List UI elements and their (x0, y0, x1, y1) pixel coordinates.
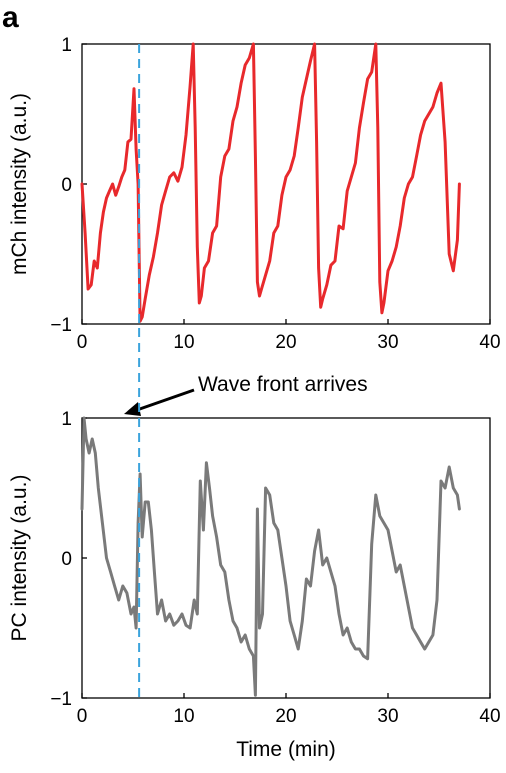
x-tick-label: 0 (77, 706, 88, 727)
plot-frame (82, 418, 490, 698)
panel-label: a (2, 1, 19, 34)
y-tick-label: 0 (61, 175, 72, 196)
annotation-text: Wave front arrives (198, 373, 368, 396)
x-tick-label: 20 (275, 706, 296, 727)
x-tick-label: 40 (479, 332, 500, 353)
x-axis-label: Time (min) (236, 738, 336, 761)
annotation-arrow-line (134, 390, 194, 411)
x-tick-label: 10 (173, 332, 194, 353)
x-tick-label: 40 (479, 706, 500, 727)
x-tick-label: 0 (77, 332, 88, 353)
x-tick-label: 20 (275, 332, 296, 353)
y-axis-label: mCh intensity (a.u.) (8, 93, 31, 275)
x-tick-label: 30 (377, 706, 398, 727)
y-tick-label: −1 (50, 315, 72, 336)
wave-front-annotation: Wave front arrives (124, 373, 368, 416)
y-tick-label: 1 (61, 35, 72, 56)
x-tick-label: 10 (173, 706, 194, 727)
plot-frame (82, 44, 490, 324)
y-tick-label: 0 (61, 549, 72, 570)
y-tick-label: 1 (61, 409, 72, 430)
y-axis-label: PC intensity (a.u.) (8, 475, 31, 642)
y-tick-label: −1 (50, 689, 72, 710)
x-tick-label: 30 (377, 332, 398, 353)
